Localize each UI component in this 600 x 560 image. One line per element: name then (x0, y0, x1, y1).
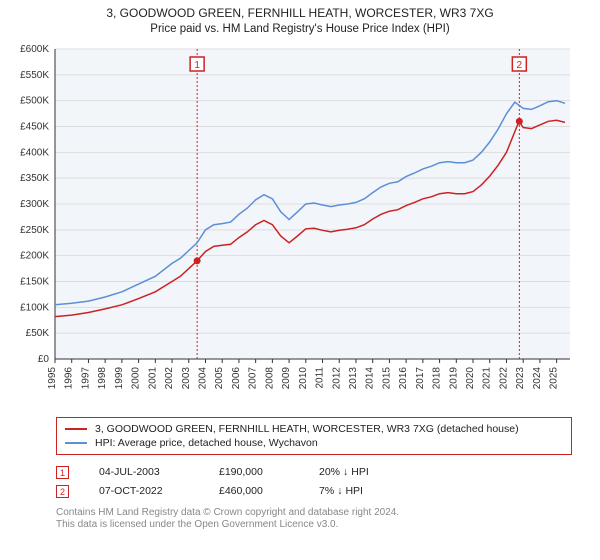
svg-text:1995: 1995 (47, 366, 58, 389)
license-line: This data is licensed under the Open Gov… (56, 519, 572, 532)
transaction-marker: 2 (56, 485, 69, 498)
svg-text:£300K: £300K (20, 199, 49, 210)
chart-title: 3, GOODWOOD GREEN, FERNHILL HEATH, WORCE… (10, 6, 590, 22)
svg-text:2022: 2022 (498, 366, 509, 389)
transaction-price: £190,000 (219, 466, 289, 478)
svg-text:2019: 2019 (448, 366, 459, 389)
svg-text:2012: 2012 (331, 366, 342, 389)
svg-text:2: 2 (517, 60, 523, 71)
svg-text:2005: 2005 (214, 366, 225, 389)
svg-text:2017: 2017 (415, 366, 426, 389)
svg-text:2008: 2008 (264, 366, 275, 389)
license-line: Contains HM Land Registry data © Crown c… (56, 507, 572, 520)
svg-text:£500K: £500K (20, 95, 49, 106)
transaction-date: 04-JUL-2003 (99, 466, 189, 478)
line-chart-svg: £0 £50K £100K £150K £200K £250K £300K £350K £400… (5, 39, 595, 409)
transaction-date: 07-OCT-2022 (99, 485, 189, 497)
svg-text:£350K: £350K (20, 173, 49, 184)
transactions-table: 1 04-JUL-2003 £190,000 20%↓HPI 2 07-OCT-2022 £… (56, 463, 572, 501)
svg-text:2020: 2020 (465, 366, 476, 389)
legend-swatch (65, 442, 87, 444)
svg-text:2015: 2015 (381, 366, 392, 389)
transaction-diff: 20%↓HPI (319, 466, 399, 478)
legend-swatch (65, 428, 87, 430)
svg-text:2018: 2018 (432, 366, 443, 389)
arrow-down-icon: ↓ (337, 485, 342, 497)
svg-text:2021: 2021 (482, 366, 493, 389)
chart-area: £0 £50K £100K £150K £200K £250K £300K £350K £400… (5, 39, 595, 409)
chart-container: 3, GOODWOOD GREEN, FERNHILL HEATH, WORCE… (0, 0, 600, 532)
legend-label: 3, GOODWOOD GREEN, FERNHILL HEATH, WORCE… (95, 423, 519, 435)
svg-text:£600K: £600K (20, 44, 49, 55)
legend-label: HPI: Average price, detached house, Wych… (95, 437, 318, 449)
svg-text:£550K: £550K (20, 69, 49, 80)
svg-text:2000: 2000 (131, 366, 142, 389)
svg-text:1999: 1999 (114, 366, 125, 389)
svg-text:£150K: £150K (20, 276, 49, 287)
svg-text:2003: 2003 (181, 366, 192, 389)
svg-text:2001: 2001 (147, 366, 158, 389)
svg-text:1998: 1998 (97, 366, 108, 389)
transaction-marker: 1 (56, 466, 69, 479)
svg-text:2013: 2013 (348, 366, 359, 389)
svg-text:2011: 2011 (315, 366, 326, 388)
svg-text:1997: 1997 (80, 366, 91, 389)
svg-text:2004: 2004 (197, 366, 208, 389)
transaction-row: 1 04-JUL-2003 £190,000 20%↓HPI (56, 463, 572, 482)
svg-text:£50K: £50K (26, 328, 50, 339)
transaction-diff: 7%↓HPI (319, 485, 399, 497)
svg-text:£400K: £400K (20, 147, 49, 158)
svg-text:2024: 2024 (532, 366, 543, 389)
svg-text:£250K: £250K (20, 224, 49, 235)
svg-text:£100K: £100K (20, 302, 49, 313)
svg-text:2002: 2002 (164, 366, 175, 389)
svg-text:1: 1 (194, 60, 200, 71)
transaction-price: £460,000 (219, 485, 289, 497)
svg-text:2014: 2014 (365, 366, 376, 389)
legend-row: 3, GOODWOOD GREEN, FERNHILL HEATH, WORCE… (65, 422, 563, 436)
legend-box: 3, GOODWOOD GREEN, FERNHILL HEATH, WORCE… (56, 417, 572, 455)
svg-text:£450K: £450K (20, 121, 49, 132)
transaction-row: 2 07-OCT-2022 £460,000 7%↓HPI (56, 482, 572, 501)
chart-subtitle: Price paid vs. HM Land Registry's House … (10, 22, 590, 37)
arrow-down-icon: ↓ (343, 466, 348, 478)
license-text: Contains HM Land Registry data © Crown c… (56, 507, 572, 532)
svg-text:£0: £0 (38, 354, 50, 365)
svg-text:2025: 2025 (549, 366, 560, 389)
svg-text:2009: 2009 (281, 366, 292, 389)
svg-text:2010: 2010 (298, 366, 309, 389)
svg-text:2016: 2016 (398, 366, 409, 389)
svg-text:2007: 2007 (248, 366, 259, 389)
title-block: 3, GOODWOOD GREEN, FERNHILL HEATH, WORCE… (0, 0, 600, 39)
svg-text:2006: 2006 (231, 366, 242, 389)
svg-text:£200K: £200K (20, 250, 49, 261)
svg-text:2023: 2023 (515, 366, 526, 389)
svg-text:1996: 1996 (64, 366, 75, 389)
legend-row: HPI: Average price, detached house, Wych… (65, 436, 563, 450)
